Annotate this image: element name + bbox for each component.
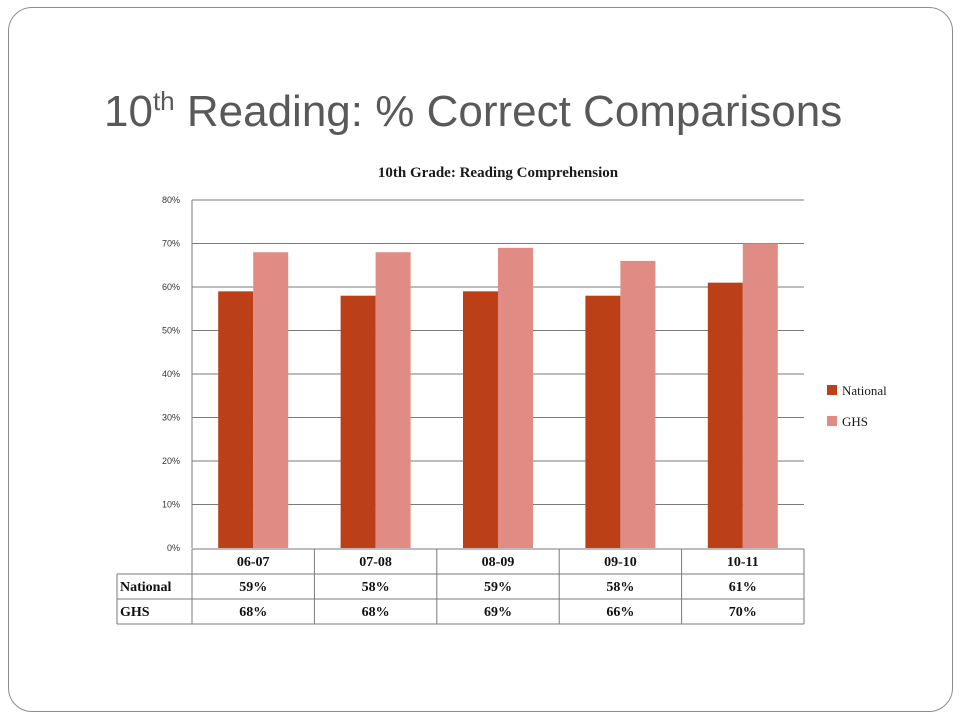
y-tick-label: 10% [162,500,180,510]
data-table-value: 61% [729,580,757,595]
data-table-value: 68% [239,605,267,620]
data-table-value: 70% [729,605,757,620]
bar-national-07-08 [340,295,376,548]
data-table-value: 66% [606,605,634,620]
x-tick-label: 09-10 [604,555,637,570]
bar-ghs-09-10 [620,260,656,548]
legend-label: GHS [842,414,868,429]
x-tick-label: 07-08 [359,555,392,570]
legend-swatch-national [827,385,837,395]
bar-national-06-07 [218,291,254,548]
data-table-value: 59% [239,580,267,595]
slide-title: 10th Reading: % Correct Comparisons [104,82,842,142]
data-table-value: 59% [484,580,512,595]
bar-national-08-09 [463,291,498,548]
data-table-value: 69% [484,605,512,620]
legend-label: National [842,383,887,398]
x-tick-label: 08-09 [482,555,515,570]
y-tick-label: 50% [162,326,180,336]
data-table-series-label: GHS [120,605,150,620]
y-tick-label: 30% [162,413,180,423]
bar-ghs-07-08 [375,252,411,548]
data-table-value: 68% [362,605,390,620]
slide-title-number: 10 [104,87,153,136]
x-tick-label: 10-11 [727,555,759,570]
bar-ghs-06-07 [253,252,289,548]
y-tick-label: 70% [162,239,180,249]
slide-title-rest: Reading: % Correct Comparisons [174,87,843,136]
legend-swatch-ghs [827,416,837,426]
chart-title: 10th Grade: Reading Comprehension [378,165,619,181]
y-tick-label: 0% [167,543,180,553]
data-table-value: 58% [606,580,634,595]
y-tick-label: 80% [162,195,180,205]
y-tick-label: 40% [162,369,180,379]
data-table-series-label: National [120,580,171,595]
bar-national-10-11 [707,282,743,548]
bar-ghs-08-09 [498,247,533,548]
bar-national-09-10 [585,295,621,548]
x-tick-label: 06-07 [237,555,270,570]
data-table-value: 58% [362,580,390,595]
y-tick-label: 20% [162,456,180,466]
slide-title-ordinal: th [152,86,175,116]
bar-ghs-10-11 [742,243,778,548]
y-tick-label: 60% [162,282,180,292]
